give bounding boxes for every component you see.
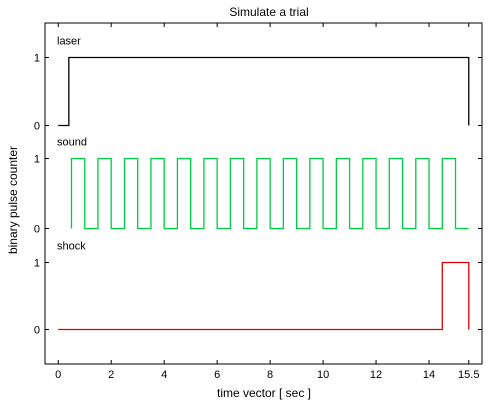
x-axis-ticks: 0 2 4 6 8 10 12 14 15.5 bbox=[55, 23, 479, 381]
x-tick-label: 0 bbox=[55, 369, 61, 381]
x-tick-label: 15.5 bbox=[458, 369, 479, 381]
panel-shock: 0 1 shock bbox=[34, 241, 482, 337]
series-line-shock bbox=[58, 261, 470, 331]
y-axis-label: binary pulse counter bbox=[6, 146, 20, 254]
y-tick-label: 1 bbox=[34, 154, 40, 166]
series-line-sound bbox=[70, 157, 469, 230]
x-tick-label: 10 bbox=[317, 369, 329, 381]
y-tick-label: 1 bbox=[34, 53, 40, 65]
y-tick-label: 1 bbox=[34, 258, 40, 270]
series-line-laser bbox=[58, 56, 470, 127]
y-tick-label: 0 bbox=[34, 121, 40, 133]
x-tick-label: 4 bbox=[161, 369, 167, 381]
y-tick-label: 0 bbox=[34, 325, 40, 337]
series-label-sound: sound bbox=[57, 137, 87, 149]
chart-title: Simulate a trial bbox=[229, 5, 308, 19]
series-label-shock: shock bbox=[57, 241, 86, 253]
y-tick-label: 0 bbox=[34, 224, 40, 236]
panels: 0 1 laser 0 1 sound 0 1 shock bbox=[34, 36, 482, 337]
x-tick-label: 14 bbox=[423, 369, 435, 381]
x-tick-label: 12 bbox=[370, 369, 382, 381]
x-tick-label: 2 bbox=[108, 369, 114, 381]
x-axis-label: time vector [ sec ] bbox=[217, 386, 311, 400]
panel-sound: 0 1 sound bbox=[34, 137, 482, 236]
x-tick-label: 8 bbox=[267, 369, 273, 381]
panel-laser: 0 1 laser bbox=[34, 36, 482, 133]
series-label-laser: laser bbox=[57, 36, 81, 48]
plot-area bbox=[44, 22, 483, 365]
x-tick-label: 6 bbox=[214, 369, 220, 381]
